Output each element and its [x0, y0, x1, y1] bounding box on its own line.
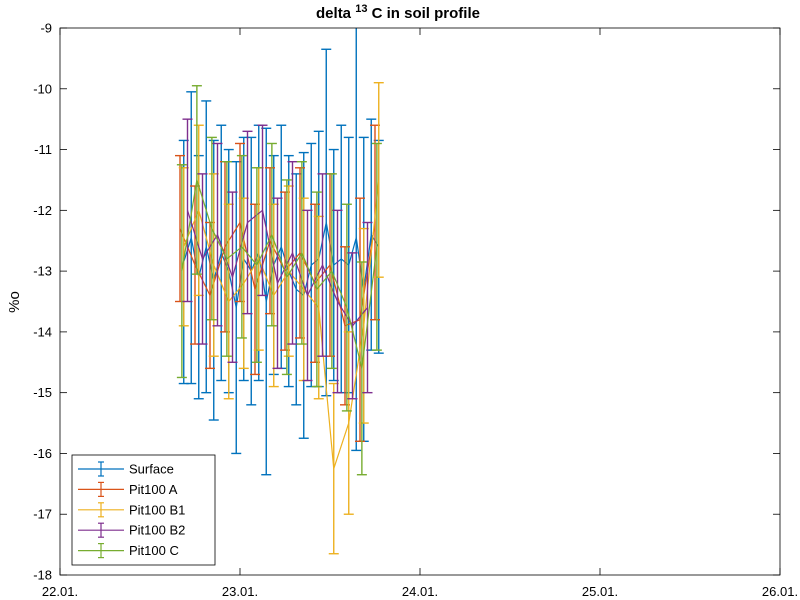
legend-entry-surface: Surface — [78, 461, 174, 477]
legend-label-surface: Surface — [129, 462, 174, 477]
pit100-b1-line — [183, 179, 380, 470]
y-tick-label: -10 — [33, 81, 52, 96]
chart-title: delta 13 C in soil profile — [316, 3, 480, 22]
title-text-before: delta — [316, 5, 355, 22]
pit100-b2-line — [186, 209, 368, 327]
y-tick-label: -11 — [34, 142, 52, 157]
legend-errorbar-icon — [78, 502, 124, 518]
y-tick-label: -13 — [33, 264, 52, 279]
pit100-b2-series — [182, 118, 373, 400]
x-tick-label: 24.01. — [402, 584, 438, 599]
legend-entry-pit100-b1: Pit100 B1 — [78, 502, 185, 518]
y-tick-label: -14 — [33, 324, 52, 339]
data-series-layer — [175, 28, 384, 555]
legend-entry-pit100-c: Pit100 C — [78, 542, 179, 559]
pit100-c-line — [181, 179, 378, 369]
title-superscript: 13 — [355, 3, 367, 15]
pit100-c-series — [176, 85, 382, 476]
title-text-after: C in soil profile — [367, 5, 480, 22]
legend-label-pit100-a: Pit100 A — [129, 482, 178, 497]
legend-items: Surface Pit100 A Pit100 B1 Pit100 B2 Pit100 … — [78, 461, 185, 559]
legend-entry-pit100-a: Pit100 A — [78, 481, 178, 497]
legend-label-pit100-b2: Pit100 B2 — [129, 523, 185, 538]
pit100-c-errorbar — [371, 142, 382, 351]
x-tick-label: 22.01. — [42, 584, 78, 599]
x-tick-label: 23.01. — [222, 584, 258, 599]
x-tick-label: 26.01. — [762, 584, 798, 599]
pit100-c-errorbar — [176, 164, 187, 379]
legend: Surface Pit100 A Pit100 B1 Pit100 B2 Pit100 … — [71, 454, 216, 566]
x-tick-label: 25.01. — [582, 584, 618, 599]
pit100-b2-errorbar — [362, 221, 373, 394]
legend-label-pit100-b1: Pit100 B1 — [129, 502, 185, 517]
legend-errorbar-icon — [78, 542, 124, 559]
y-tick-label: -16 — [33, 446, 52, 461]
legend-label-pit100-c: Pit100 C — [129, 543, 179, 558]
y-tick-label: -17 — [33, 507, 52, 522]
y-tick-label: -18 — [33, 568, 52, 583]
axis-ticks: 22.01. 23.01. 24.01. 25.01. 26.01. -9 -10 -11 -1… — [33, 21, 798, 600]
legend-errorbar-icon — [78, 461, 124, 477]
y-axis-label: %o — [6, 291, 23, 313]
y-tick-label: -12 — [33, 203, 52, 218]
y-tick-label: -15 — [33, 385, 52, 400]
legend-entry-pit100-b2: Pit100 B2 — [78, 522, 185, 538]
legend-errorbar-icon — [78, 522, 124, 538]
legend-errorbar-icon — [78, 481, 124, 497]
y-tick-label: -9 — [40, 21, 52, 36]
